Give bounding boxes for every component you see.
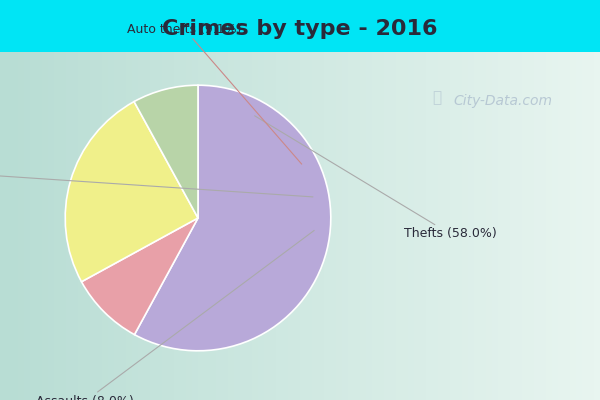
Wedge shape xyxy=(82,218,198,335)
Text: Auto thefts (9.1%): Auto thefts (9.1%) xyxy=(127,23,302,164)
Text: Burglaries (25.0%): Burglaries (25.0%) xyxy=(0,165,313,197)
Wedge shape xyxy=(134,85,331,351)
Text: Thefts (58.0%): Thefts (58.0%) xyxy=(254,116,497,240)
Text: Crimes by type - 2016: Crimes by type - 2016 xyxy=(162,18,438,39)
Wedge shape xyxy=(65,102,198,282)
Text: Assaults (8.0%): Assaults (8.0%) xyxy=(36,230,314,400)
Text: ⦿: ⦿ xyxy=(432,90,441,105)
Wedge shape xyxy=(134,85,198,218)
Text: City-Data.com: City-Data.com xyxy=(453,94,552,108)
